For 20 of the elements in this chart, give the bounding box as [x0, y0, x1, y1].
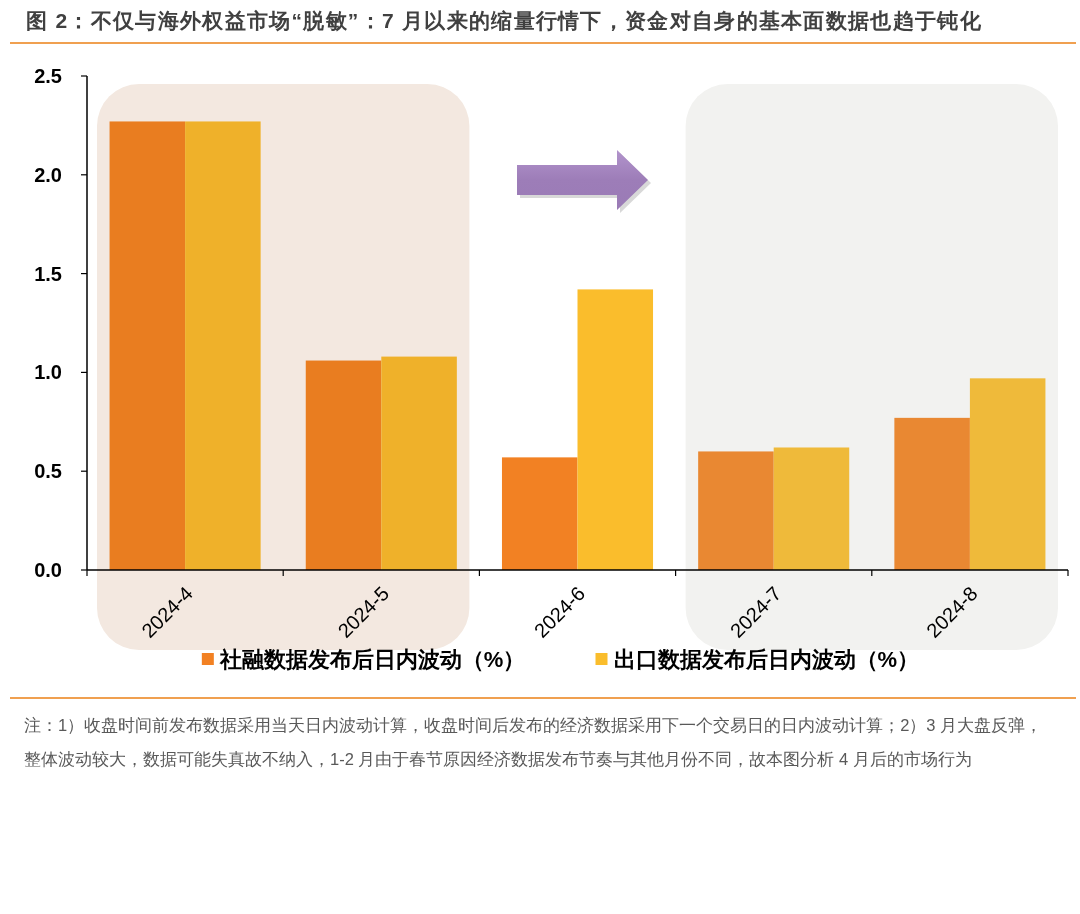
bar: [894, 417, 970, 570]
bar: [501, 457, 578, 570]
y-tick-label: 1.5: [34, 262, 62, 285]
bar: [109, 121, 186, 570]
bar: [577, 289, 654, 570]
legend-label: 出口数据发布后日内波动（%）: [613, 646, 910, 672]
y-tick-label: 0.5: [34, 460, 62, 483]
y-tick-label: 1.0: [34, 361, 62, 384]
bar: [381, 356, 457, 570]
y-tick-label: 2.5: [34, 65, 62, 87]
bar: [185, 121, 261, 570]
legend-label: 社融数据发布后日内波动（%）: [218, 646, 516, 672]
bar: [969, 378, 1046, 570]
y-tick-label: 2.0: [34, 163, 62, 186]
bar: [698, 451, 774, 570]
bar: [773, 447, 850, 570]
y-tick-label: 0.0: [34, 559, 62, 581]
bar: [305, 360, 382, 570]
chart-title: 图 2：不仅与海外权益市场“脱敏”：7 月以来的缩量行情下，资金对自身的基本面数据也趋于钝化: [26, 8, 983, 34]
text: 注：1）收盘时间前发布数据采用当天日内波动计算，收盘时间后发布的经济数据采用下一个交易日的日内波动计算；2）3 月大盘反弹，整体波动较大，数据可能失真故不纳入，1-2 月由于春节原因经济数据发布节奏与其他月份不同，故本图分析 4 月后的市场行为: [24, 715, 1044, 770]
